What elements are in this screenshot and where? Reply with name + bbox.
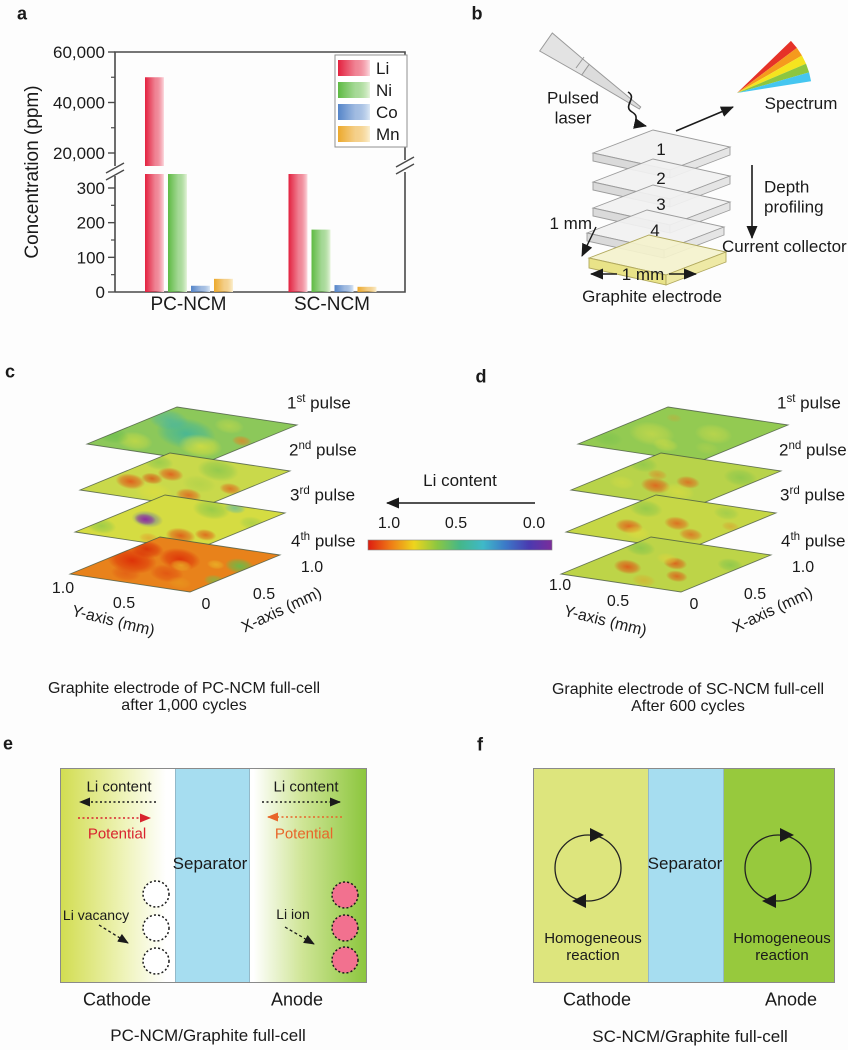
bar-PC-NCM-Mn xyxy=(214,278,233,292)
svg-text:40,000: 40,000 xyxy=(53,94,105,113)
pulse-label-d3: 3rd pulse xyxy=(780,484,846,505)
pulse-label-c3: 3rd pulse xyxy=(290,484,356,505)
e-cathode-label: Cathode xyxy=(82,989,152,1010)
bar-SC-NCM-Ni xyxy=(311,229,331,292)
c-caption-line2: after 1,000 cycles xyxy=(121,696,247,714)
pulsed-laser-label: Pulsed laser xyxy=(547,88,599,127)
legend-swatch-Ni xyxy=(338,82,370,98)
panel-f-cell xyxy=(533,768,835,983)
slab-number-3: 3 xyxy=(656,195,666,215)
svg-text:Ni: Ni xyxy=(376,81,392,100)
slab-number-2: 2 xyxy=(656,169,666,189)
bar-chart: 20,000 40,000 60,000 0 100 200 300 PC-NCM SC-NCM… xyxy=(53,43,415,315)
d-caption-line2: After 600 cycles xyxy=(631,697,745,715)
spectrum-label: Spectrum xyxy=(764,94,838,114)
colorbar-tick-1: 1.0 xyxy=(377,514,401,532)
svg-text:20,000: 20,000 xyxy=(53,144,105,163)
pulse-label-d2: 2nd pulse xyxy=(779,439,847,460)
d-ytick-05: 0.5 xyxy=(606,592,630,610)
e-caption: PC-NCM/Graphite full-cell xyxy=(110,1026,306,1046)
f-separator-label: Separator xyxy=(647,854,723,874)
pulse-label-c4: 4th pulse xyxy=(291,530,356,551)
svg-text:200: 200 xyxy=(77,214,105,233)
svg-text:0: 0 xyxy=(96,283,105,302)
panel-letter-c: c xyxy=(4,361,16,382)
svg-text:Li: Li xyxy=(376,59,389,78)
svg-text:SC-NCM: SC-NCM xyxy=(294,294,370,315)
e-li-vacancy-label: Li vacancy xyxy=(62,906,130,923)
anode-region-f xyxy=(724,769,834,982)
colorbar-tick-05: 0.5 xyxy=(444,514,468,532)
current-collector-label: Current collector xyxy=(722,237,847,257)
legend-swatch-Mn xyxy=(338,126,370,142)
e-li-ion-label: Li ion xyxy=(276,905,310,922)
depth-heatmaps xyxy=(68,406,790,593)
pulse-label-c1: 1st pulse xyxy=(287,392,351,413)
graphite-electrode-label: Graphite electrode xyxy=(582,287,722,307)
separator-region-e xyxy=(175,769,250,982)
f-homogeneous-anode: Homogeneous reaction xyxy=(733,929,831,964)
li-content-colorbar xyxy=(367,497,553,551)
separator-region-f xyxy=(648,769,724,982)
width-1mm-label: 1 mm xyxy=(621,265,665,285)
bar-SC-NCM-Mn xyxy=(357,286,377,292)
e-li-content-cathode: Li content xyxy=(86,778,152,796)
c-xtick-05: 0.5 xyxy=(252,585,276,603)
f-cathode-label: Cathode xyxy=(562,989,632,1010)
d-xtick-05: 0.5 xyxy=(743,585,767,603)
panel-letter-f: f xyxy=(477,734,483,755)
panel-letter-d: d xyxy=(475,366,487,387)
c-ytick-10: 1.0 xyxy=(51,579,75,597)
e-potential-cathode: Potential xyxy=(87,825,147,843)
slab-number-4: 4 xyxy=(650,221,660,241)
f-caption: SC-NCM/Graphite full-cell xyxy=(592,1027,788,1047)
colorbar-title: Li content xyxy=(423,471,497,491)
bar-PC-NCM-Ni xyxy=(168,174,187,292)
panel-letter-e: e xyxy=(2,733,14,754)
bar-SC-NCM-Co xyxy=(334,285,354,292)
legend-swatch-Li xyxy=(338,60,370,76)
cathode-region-f xyxy=(534,769,648,982)
depth-profiling-label: Depth profiling xyxy=(764,177,824,216)
panel-e-cell xyxy=(60,768,367,983)
svg-text:PC-NCM: PC-NCM xyxy=(151,294,227,315)
panel-letter-b: b xyxy=(471,3,483,24)
colorbar-tick-0: 0.0 xyxy=(522,514,546,532)
svg-text:Mn: Mn xyxy=(376,125,400,144)
f-anode-label: Anode xyxy=(764,989,818,1010)
d-caption-line1: Graphite electrode of SC-NCM full-cell xyxy=(551,680,825,698)
bar-PC-NCM-Co xyxy=(191,285,210,292)
pulse-label-d4: 4th pulse xyxy=(781,530,846,551)
y-axis-title: Concentration (ppm) xyxy=(22,85,44,259)
d-ytick-10: 1.0 xyxy=(548,576,572,594)
bar-SC-NCM-Li xyxy=(288,174,308,292)
pulse-label-d1: 1st pulse xyxy=(777,392,841,413)
svg-text:60,000: 60,000 xyxy=(53,43,105,62)
svg-text:100: 100 xyxy=(77,248,105,267)
bar-PC-NCM-Li xyxy=(145,174,164,292)
c-ytick-05: 0.5 xyxy=(112,594,136,612)
slab-number-1: 1 xyxy=(656,140,666,160)
c-ytick-0: 0 xyxy=(201,595,211,613)
legend-swatch-Co xyxy=(338,104,370,120)
d-ytick-0: 0 xyxy=(689,595,699,613)
e-anode-label: Anode xyxy=(270,989,324,1010)
e-separator-label: Separator xyxy=(172,854,248,874)
d-xtick-10: 1.0 xyxy=(791,558,815,576)
depth-1mm-label: 1 mm xyxy=(549,214,593,234)
laser-schematic xyxy=(538,32,812,286)
pulse-label-c2: 2nd pulse xyxy=(289,439,357,460)
svg-text:Co: Co xyxy=(376,103,398,122)
svg-text:300: 300 xyxy=(77,179,105,198)
f-homogeneous-cathode: Homogeneous reaction xyxy=(544,929,642,964)
c-xtick-10: 1.0 xyxy=(300,558,324,576)
e-li-content-anode: Li content xyxy=(273,778,339,796)
cell-schematic-graphics xyxy=(78,797,812,975)
anode-region-e xyxy=(250,769,366,982)
e-potential-anode: Potential xyxy=(274,825,334,843)
c-caption-line1: Graphite electrode of PC-NCM full-cell xyxy=(47,679,321,697)
panel-letter-a: a xyxy=(16,3,28,24)
